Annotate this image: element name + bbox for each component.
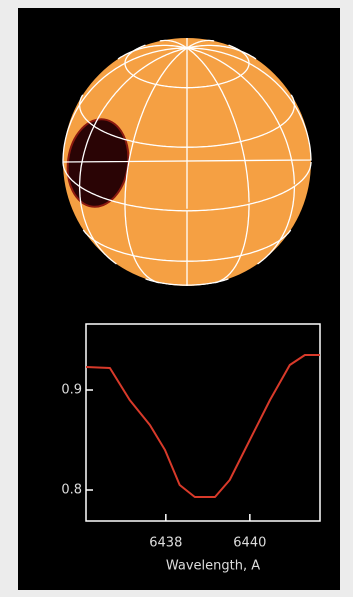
figure: Wavelength, A 0.8 0.9 6438 6440 bbox=[0, 0, 353, 597]
y-tick-label: 0.8 bbox=[61, 483, 82, 498]
x-tick-label: 6438 bbox=[149, 536, 182, 551]
x-axis-label: Wavelength, A bbox=[166, 559, 260, 574]
page: Wavelength, A 0.80.964386440 (() => { co… bbox=[0, 0, 353, 597]
y-tick-label: 0.9 bbox=[61, 383, 82, 398]
x-tick-label: 6440 bbox=[233, 536, 266, 551]
